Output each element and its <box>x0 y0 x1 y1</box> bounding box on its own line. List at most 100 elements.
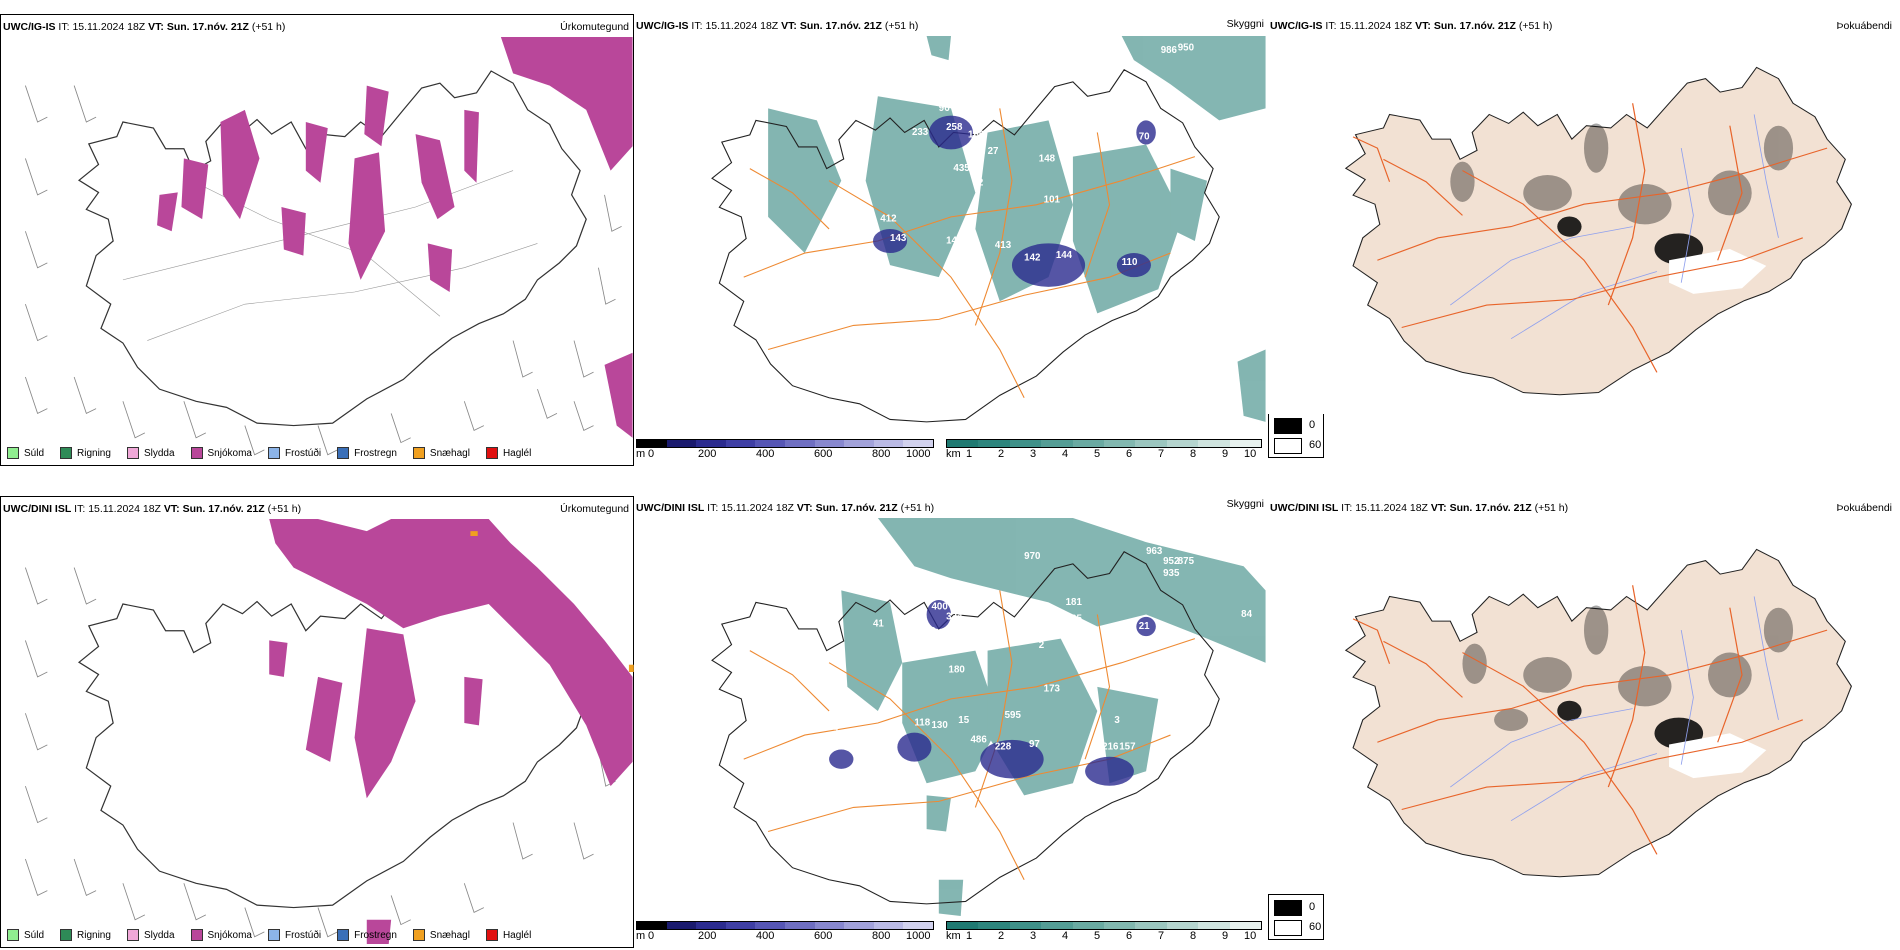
legend-swatch <box>267 447 280 459</box>
ceiling-colorbar: m 0 200 400 600 800 1000 <box>636 439 936 463</box>
ceiling-label: 142 <box>1024 252 1040 263</box>
tick-label: 10 <box>1244 448 1257 460</box>
tick-label: 0 <box>648 448 655 460</box>
legend-item: Frostregn <box>337 447 397 459</box>
legend-swatch <box>190 447 203 459</box>
panel-variable: Þokuábendi <box>1836 502 1892 514</box>
legend-item: Frostúði <box>267 447 321 459</box>
fog-panel-top: UWC/IG-IS IT: 15.11.2024 18Z VT: Sun. 17… <box>1268 14 1900 414</box>
legend-item: Haglél <box>485 447 531 459</box>
tick-label: 5 <box>1094 448 1101 460</box>
legend-swatch <box>412 929 425 941</box>
ceiling-label: 400 <box>931 602 947 613</box>
tick-label: 3 <box>1030 930 1037 942</box>
panel-title: UWC/IG-IS IT: 15.11.2024 18Z VT: Sun. 17… <box>1270 20 1553 32</box>
colorbar-unit: km <box>946 930 961 942</box>
tick-label: 800 <box>872 448 891 460</box>
tick-label: 9 <box>1222 930 1229 942</box>
ceiling-label: 3 <box>1114 715 1120 726</box>
tick-label: 600 <box>814 930 833 942</box>
ceiling-label: 258 <box>946 122 963 133</box>
low-ceiling-areas <box>829 600 1156 786</box>
fog-panel-bottom: UWC/DINI ISL IT: 15.11.2024 18Z VT: Sun.… <box>1268 496 1900 892</box>
ceiling-label: 2 <box>1039 640 1044 651</box>
fog-map <box>1345 548 1852 878</box>
tick-label: 5 <box>1094 930 1101 942</box>
roads <box>1352 585 1828 855</box>
ceiling-label: 160 <box>968 129 984 140</box>
tick-label: 600 <box>814 448 833 460</box>
tick-label: 3 <box>1030 448 1037 460</box>
legend-swatch <box>7 929 19 941</box>
visibility-colorbar: km 1 2 3 4 5 6 7 8 9 10 <box>946 921 1264 945</box>
ceiling-label: 950 <box>1178 43 1194 54</box>
legend-swatch <box>7 447 19 459</box>
ceiling-label: 101 <box>1044 194 1061 205</box>
low-visibility-areas <box>768 36 1266 422</box>
fog-swatch-low <box>1274 438 1302 454</box>
ceiling-label: 21 <box>1139 621 1150 632</box>
roads <box>743 108 1196 399</box>
tick-label: 8 <box>1190 448 1197 460</box>
tick-label: 1000 <box>906 930 931 942</box>
tick-label: 6 <box>1126 448 1133 460</box>
legend-swatch <box>60 929 73 941</box>
low-visibility-areas <box>841 518 1266 916</box>
tick-label: 1 <box>966 448 973 460</box>
ceiling-label: 27 <box>988 146 999 157</box>
legend-swatch <box>190 929 203 941</box>
precip-legend: Súld Rigning Slydda Snjókoma Frostúði Fr… <box>7 447 531 459</box>
tick-label: 400 <box>756 448 775 460</box>
fog-swatch-high <box>1274 418 1302 434</box>
fog-swatch-low <box>1274 920 1302 936</box>
visibility-colorbar: km 1 2 3 4 5 6 7 8 9 10 <box>946 439 1264 463</box>
tick-label: 7 <box>1158 930 1165 942</box>
precip-type-panel-bottom: UWC/DINI ISL IT: 15.11.2024 18Z VT: Sun.… <box>0 496 634 948</box>
precip-type-panel-top: UWC/IG-IS IT: 15.11.2024 18Z VT: Sun. 17… <box>0 14 634 466</box>
wind-barbs <box>24 85 622 456</box>
ceiling-label: 935 <box>1163 568 1180 579</box>
tick-label: 4 <box>1062 448 1069 460</box>
visibility-map: 970 963 952 875 935 376 400 324 212 39 4… <box>711 518 1266 916</box>
colorbar-unit: km <box>946 448 961 460</box>
legend-item: Rigning <box>60 929 111 941</box>
ceiling-label: 148 <box>1039 153 1056 164</box>
low-ceiling-areas <box>872 115 1156 287</box>
panel-variable: Úrkomutegund <box>560 21 629 33</box>
legend-swatch <box>485 447 498 459</box>
precip-map <box>24 37 633 456</box>
ceiling-label: 952 <box>1163 556 1179 567</box>
rivers <box>1450 596 1779 822</box>
snow-areas <box>269 519 633 944</box>
fog-map <box>1345 66 1852 396</box>
ceiling-label: 142 <box>946 235 962 246</box>
tick-label: 1 <box>966 930 973 942</box>
tick-label: 9 <box>1222 448 1229 460</box>
ceiling-label: 70 <box>1139 132 1150 143</box>
legend-item: Snæhagl <box>412 929 470 941</box>
ceiling-label: 130 <box>931 720 947 731</box>
legend-item: Súld <box>7 929 44 941</box>
precip-legend: Súld Rigning Slydda Snjókoma Frostúði Fr… <box>7 929 531 941</box>
panel-variable: Úrkomutegund <box>560 503 629 515</box>
panel-title: UWC/DINI ISL IT: 15.11.2024 18Z VT: Sun.… <box>636 502 935 514</box>
legend-item: Rigning <box>60 447 111 459</box>
fog-legend-bottom: 0 60 <box>1268 894 1324 940</box>
ceiling-label: 413 <box>995 240 1012 251</box>
legend-swatch <box>267 929 280 941</box>
ceiling-label: 212 <box>919 626 935 637</box>
legend-swatch <box>412 447 425 459</box>
legend-item: Snæhagl <box>412 447 470 459</box>
tick-label: 8 <box>1190 930 1197 942</box>
panel-variable: Skyggni <box>1226 18 1264 30</box>
fog-areas <box>1462 605 1794 732</box>
ceiling-label: 181 <box>1066 597 1083 608</box>
tick-label: 7 <box>1158 448 1165 460</box>
ceiling-label: 376 <box>944 580 961 591</box>
ceiling-label: 1 <box>834 727 840 738</box>
ceiling-label: 486 <box>971 734 988 745</box>
ceiling-label: 110 <box>1122 257 1138 268</box>
panel-variable: Þokuábendi <box>1836 20 1892 32</box>
ceiling-label: 970 <box>1024 551 1040 562</box>
tick-label: 0 <box>648 930 655 942</box>
